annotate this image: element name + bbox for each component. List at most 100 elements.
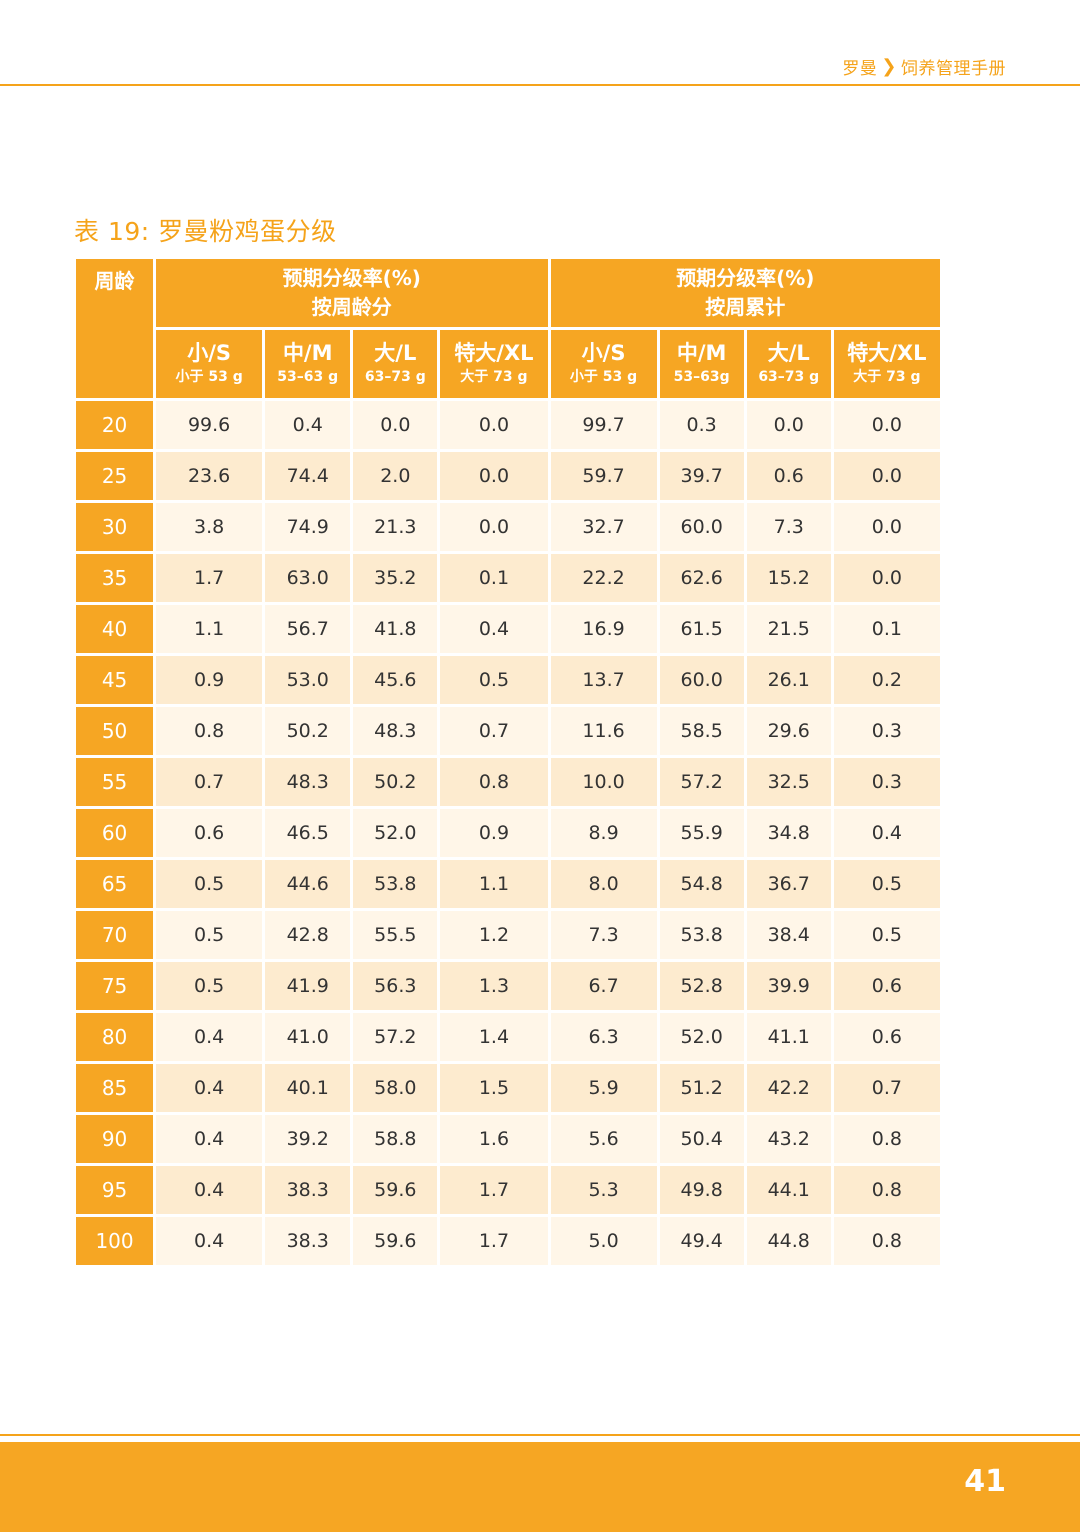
- size-range: 63–73 g: [364, 369, 426, 385]
- value-cell: 55.9: [659, 809, 744, 857]
- value-cell: 1.1: [440, 860, 548, 908]
- age-cell: 95: [76, 1166, 154, 1214]
- value-cell: 57.2: [659, 758, 744, 806]
- value-cell: 50.2: [353, 758, 438, 806]
- value-cell: 7.3: [746, 503, 831, 551]
- table-row: 95 0.4 38.3 59.6 1.7 5.3 49.8 44.1 0.8: [76, 1166, 940, 1214]
- value-cell: 36.7: [746, 860, 831, 908]
- value-cell: 50.2: [265, 707, 351, 755]
- value-cell: 0.0: [353, 401, 438, 449]
- value-cell: 0.1: [440, 554, 548, 602]
- age-cell: 35: [76, 554, 154, 602]
- value-cell: 49.8: [659, 1166, 744, 1214]
- group-header-by-age: 预期分级率(%) 按周龄分: [156, 259, 548, 327]
- value-cell: 0.9: [156, 656, 263, 704]
- value-cell: 34.8: [746, 809, 831, 857]
- size-range: 63–73 g: [758, 369, 820, 385]
- size-range: 53–63 g: [277, 369, 339, 385]
- footer-divider: [0, 1434, 1080, 1436]
- value-cell: 52.8: [659, 962, 744, 1010]
- size-label: 中/M: [282, 341, 333, 365]
- value-cell: 0.5: [156, 860, 263, 908]
- group-header-line1: 预期分级率(%): [282, 266, 421, 290]
- value-cell: 10.0: [550, 758, 657, 806]
- table-row: 60 0.6 46.5 52.0 0.9 8.9 55.9 34.8 0.4: [76, 809, 940, 857]
- footer-band: [0, 1442, 1080, 1532]
- value-cell: 57.2: [353, 1013, 438, 1061]
- table-row: 70 0.5 42.8 55.5 1.2 7.3 53.8 38.4 0.5: [76, 911, 940, 959]
- value-cell: 0.4: [156, 1064, 263, 1112]
- value-cell: 99.6: [156, 401, 263, 449]
- value-cell: 13.7: [550, 656, 657, 704]
- value-cell: 5.9: [550, 1064, 657, 1112]
- value-cell: 0.0: [833, 503, 940, 551]
- value-cell: 58.5: [659, 707, 744, 755]
- size-column-header: 特大/XL 大于 73 g: [440, 330, 548, 398]
- size-column-header: 大/L 63–73 g: [746, 330, 831, 398]
- value-cell: 62.6: [659, 554, 744, 602]
- value-cell: 1.6: [440, 1115, 548, 1163]
- value-cell: 56.7: [265, 605, 351, 653]
- value-cell: 0.5: [833, 860, 940, 908]
- value-cell: 0.5: [156, 911, 263, 959]
- age-cell: 100: [76, 1217, 154, 1265]
- age-cell: 20: [76, 401, 154, 449]
- value-cell: 0.6: [746, 452, 831, 500]
- value-cell: 0.4: [156, 1013, 263, 1061]
- value-cell: 59.6: [353, 1217, 438, 1265]
- age-column-header: 周龄: [76, 259, 154, 398]
- age-cell: 25: [76, 452, 154, 500]
- value-cell: 60.0: [659, 503, 744, 551]
- size-column-header: 小/S 小于 53 g: [550, 330, 657, 398]
- table-row: 100 0.4 38.3 59.6 1.7 5.0 49.4 44.8 0.8: [76, 1217, 940, 1265]
- value-cell: 38.3: [265, 1166, 351, 1214]
- value-cell: 0.5: [440, 656, 548, 704]
- value-cell: 0.3: [833, 707, 940, 755]
- value-cell: 52.0: [659, 1013, 744, 1061]
- value-cell: 44.6: [265, 860, 351, 908]
- age-cell: 40: [76, 605, 154, 653]
- header-divider: [0, 84, 1080, 86]
- value-cell: 0.3: [659, 401, 744, 449]
- value-cell: 58.0: [353, 1064, 438, 1112]
- value-cell: 0.5: [833, 911, 940, 959]
- value-cell: 41.8: [353, 605, 438, 653]
- value-cell: 38.3: [265, 1217, 351, 1265]
- value-cell: 53.0: [265, 656, 351, 704]
- value-cell: 58.8: [353, 1115, 438, 1163]
- value-cell: 23.6: [156, 452, 263, 500]
- value-cell: 0.0: [440, 452, 548, 500]
- value-cell: 5.3: [550, 1166, 657, 1214]
- age-cell: 85: [76, 1064, 154, 1112]
- size-label: 大/L: [374, 341, 417, 365]
- value-cell: 0.1: [833, 605, 940, 653]
- value-cell: 60.0: [659, 656, 744, 704]
- value-cell: 0.7: [440, 707, 548, 755]
- size-range: 大于 73 g: [853, 369, 921, 385]
- table-row: 45 0.9 53.0 45.6 0.5 13.7 60.0 26.1 0.2: [76, 656, 940, 704]
- value-cell: 99.7: [550, 401, 657, 449]
- value-cell: 59.7: [550, 452, 657, 500]
- value-cell: 2.0: [353, 452, 438, 500]
- value-cell: 0.3: [833, 758, 940, 806]
- value-cell: 11.6: [550, 707, 657, 755]
- value-cell: 41.1: [746, 1013, 831, 1061]
- table-row: 30 3.8 74.9 21.3 0.0 32.7 60.0 7.3 0.0: [76, 503, 940, 551]
- value-cell: 42.8: [265, 911, 351, 959]
- value-cell: 32.5: [746, 758, 831, 806]
- value-cell: 32.7: [550, 503, 657, 551]
- table-row: 80 0.4 41.0 57.2 1.4 6.3 52.0 41.1 0.6: [76, 1013, 940, 1061]
- size-column-header: 小/S 小于 53 g: [156, 330, 263, 398]
- value-cell: 21.5: [746, 605, 831, 653]
- table-row: 40 1.1 56.7 41.8 0.4 16.9 61.5 21.5 0.1: [76, 605, 940, 653]
- value-cell: 29.6: [746, 707, 831, 755]
- age-cell: 65: [76, 860, 154, 908]
- value-cell: 8.0: [550, 860, 657, 908]
- group-header-line1: 预期分级率(%): [676, 266, 815, 290]
- size-column-header: 特大/XL 大于 73 g: [833, 330, 940, 398]
- value-cell: 0.4: [156, 1115, 263, 1163]
- value-cell: 3.8: [156, 503, 263, 551]
- age-cell: 30: [76, 503, 154, 551]
- value-cell: 5.6: [550, 1115, 657, 1163]
- size-column-header: 中/M 53–63g: [659, 330, 744, 398]
